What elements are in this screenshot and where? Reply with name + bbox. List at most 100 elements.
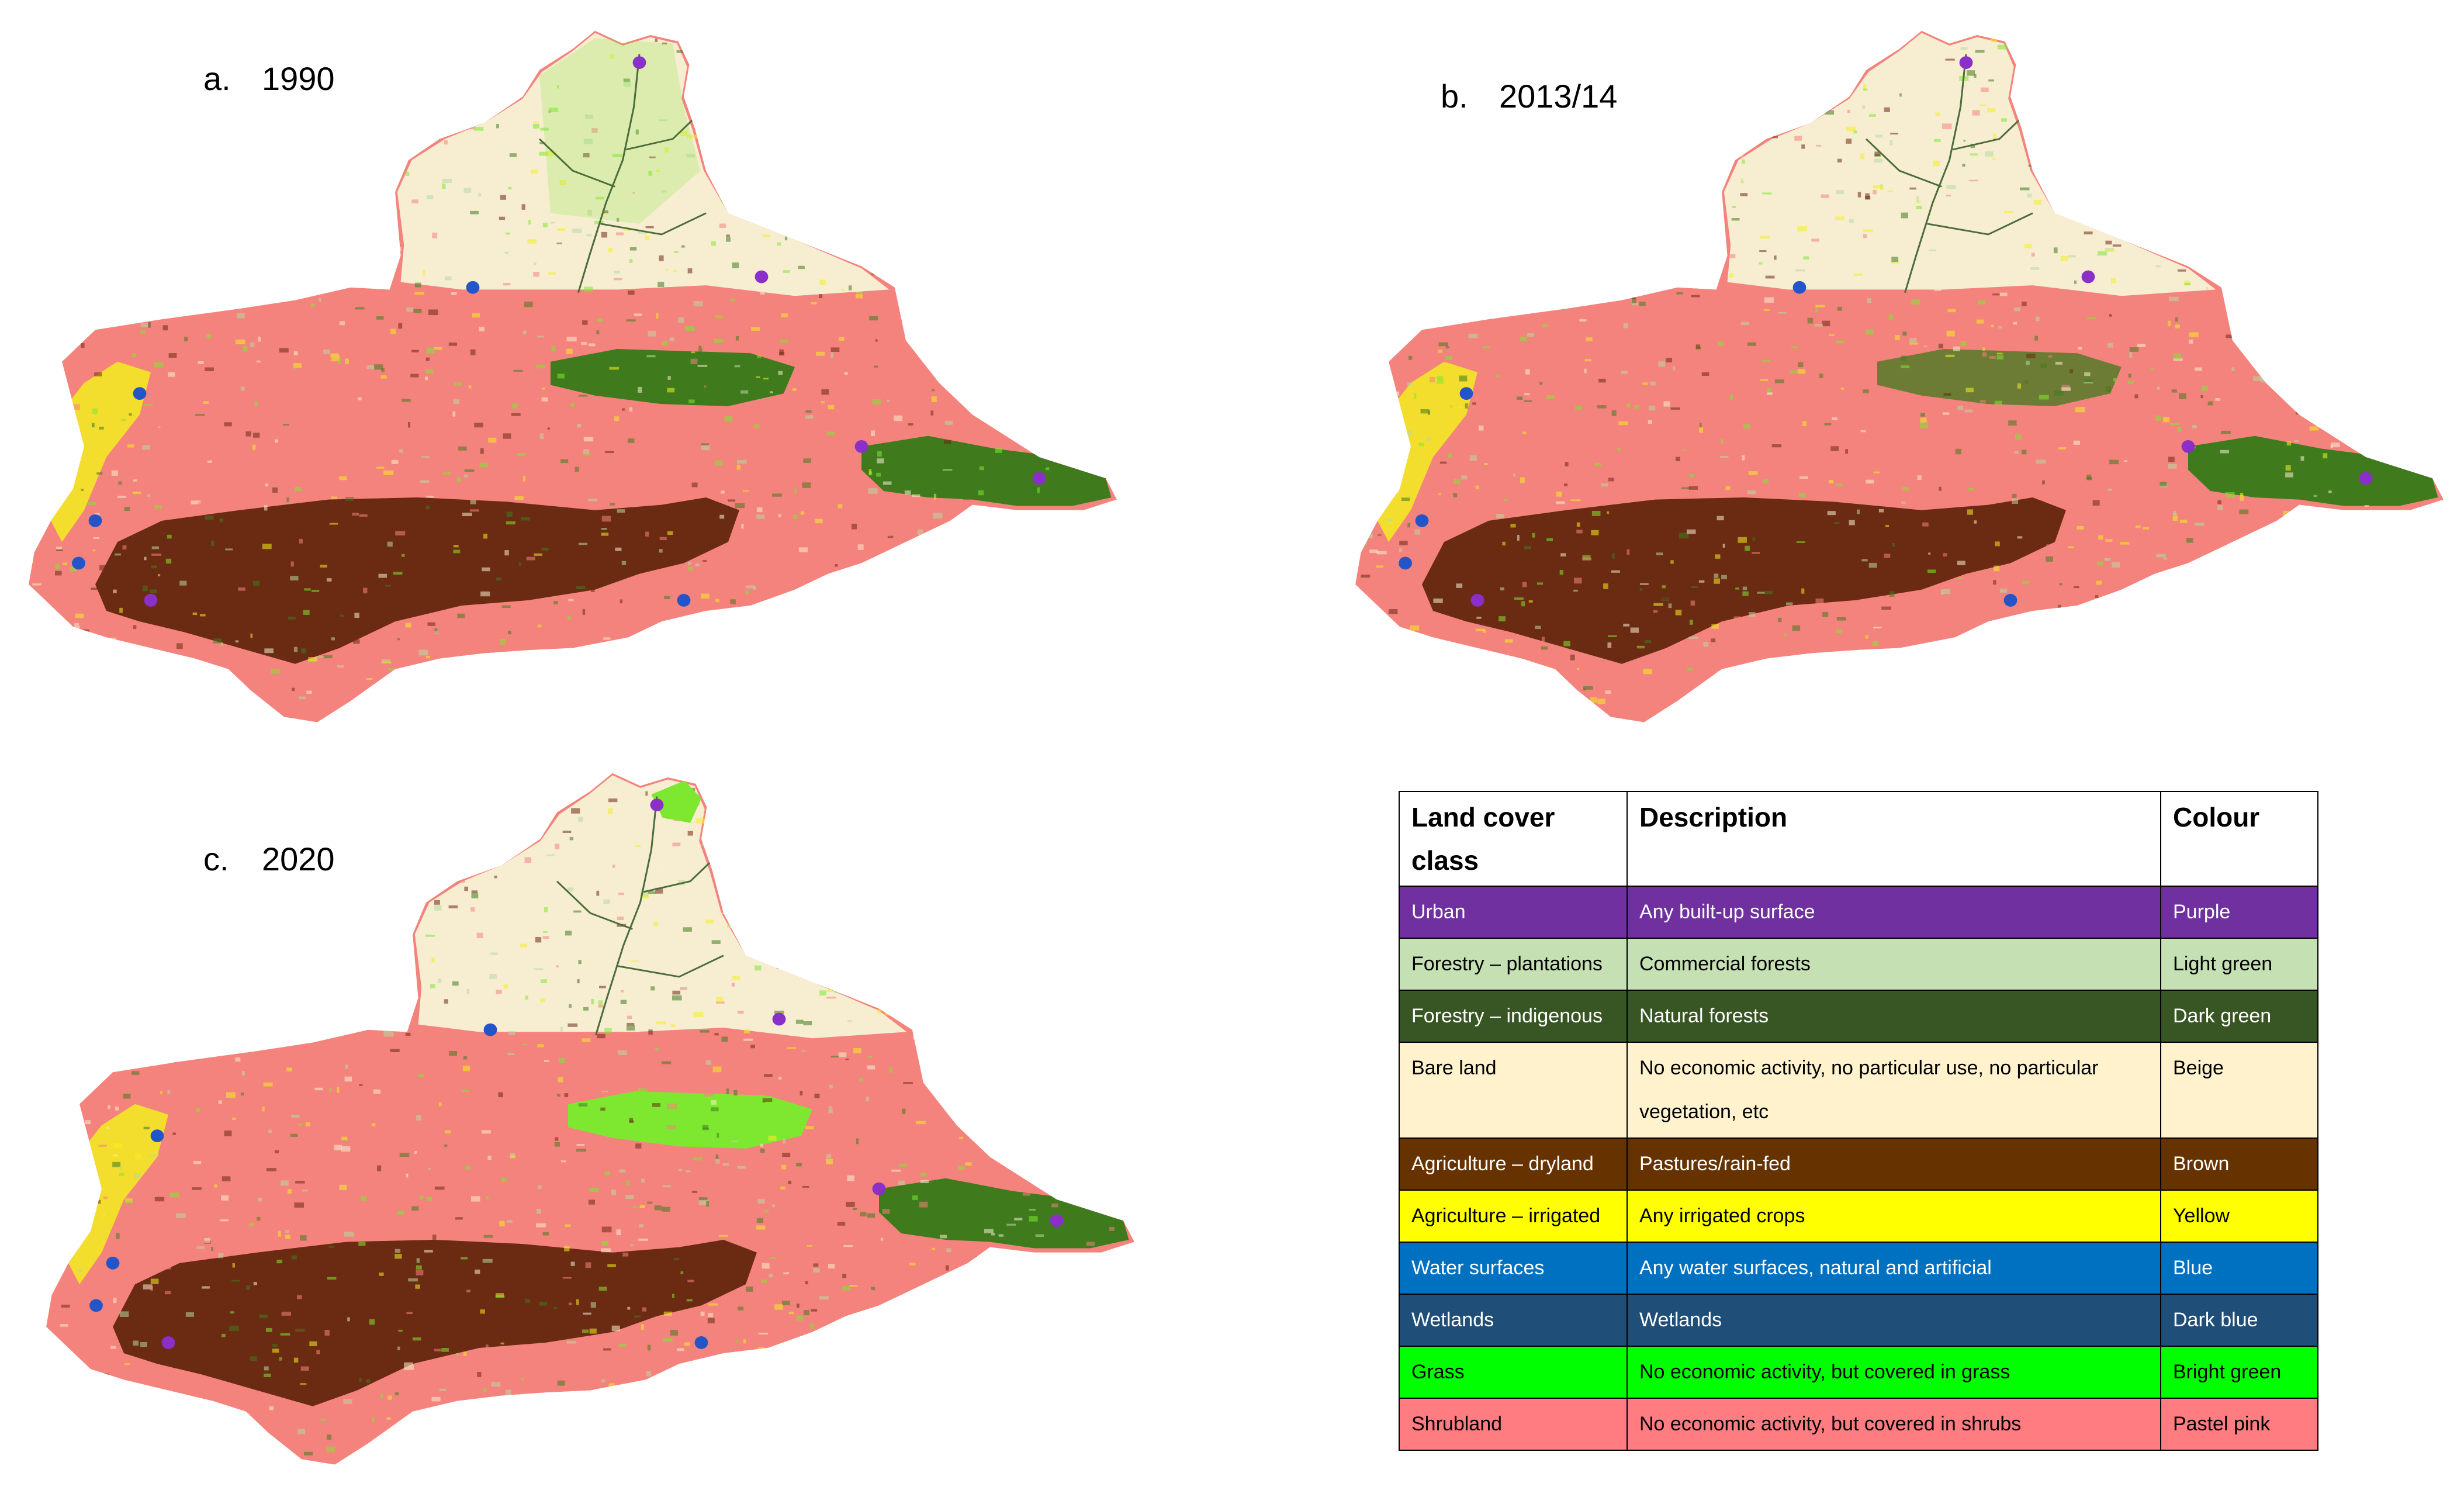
panel-year: 2013/14 — [1499, 78, 1618, 115]
legend-description-cell: Any water surfaces, natural and artifici… — [1626, 1242, 2161, 1295]
urban-area — [650, 798, 664, 811]
urban-area — [755, 270, 769, 283]
legend-class-cell: Bare land — [1399, 1042, 1628, 1139]
dryland-agriculture-area — [95, 497, 739, 664]
legend-header-row: Land cover class Description Colour — [1399, 791, 2318, 887]
water-body — [106, 1256, 120, 1270]
legend-class-cell: Agriculture – dryland — [1399, 1137, 1628, 1191]
legend-row: Agriculture – irrigated Any irrigated cro… — [1399, 1190, 2318, 1243]
water-body — [88, 514, 102, 527]
panel-letter: c. — [203, 841, 229, 877]
water-body — [1693, 694, 1707, 708]
water-body — [1792, 281, 1807, 294]
panel-letter: a. — [203, 60, 231, 97]
bare-land-area — [1724, 33, 2216, 296]
water-body — [89, 1299, 103, 1312]
panel-letter: b. — [1441, 78, 1468, 115]
legend-description-cell: No economic activity, no particular use,… — [1626, 1042, 2161, 1139]
indigenous-forest-area — [879, 1178, 1129, 1249]
urban-area — [772, 1012, 786, 1026]
legend-colour-cell: Pastel pink — [2160, 1398, 2318, 1451]
legend-colour-cell: Brown — [2160, 1137, 2318, 1191]
legend-description-cell: Natural forests — [1626, 990, 2161, 1043]
water-body — [1399, 556, 1412, 570]
legend-description-cell: Wetlands — [1626, 1294, 2161, 1347]
legend-class-cell: Shrubland — [1399, 1398, 1628, 1451]
legend-description-cell: Pastures/rain-fed — [1626, 1137, 2161, 1191]
land-cover-map-1990 — [29, 30, 1117, 722]
grass-patch — [651, 780, 701, 823]
water-body — [72, 556, 85, 570]
legend-description-cell: Commercial forests — [1626, 938, 2161, 991]
water-body — [483, 1023, 497, 1036]
water-body — [677, 594, 691, 607]
bare-land-area — [414, 775, 907, 1039]
central-vegetation-area — [551, 348, 795, 406]
legend-colour-cell: Blue — [2160, 1242, 2318, 1295]
water-body — [1459, 387, 1473, 400]
river-network — [538, 54, 707, 293]
urban-area — [2359, 472, 2373, 485]
urban-area — [144, 594, 158, 607]
urban-area — [872, 1182, 886, 1195]
legend-row: Urban Any built-up surface Purple — [1399, 886, 2318, 939]
river-network — [556, 796, 724, 1036]
legend-description-cell: No economic activity, but covered in shr… — [1626, 1398, 2161, 1451]
legend-row: Water surfaces Any water surfaces, natura… — [1399, 1242, 2318, 1295]
header-colour: Colour — [2160, 791, 2318, 887]
river-network — [1865, 54, 2033, 293]
legend-colour-cell: Bright green — [2160, 1346, 2318, 1399]
land-cover-map-2020 — [46, 773, 1134, 1465]
legend-row: Shrubland No economic activity, but cover… — [1399, 1398, 2318, 1451]
panel-label-a: a. 1990 — [203, 60, 335, 98]
legend-description-cell: Any built-up surface — [1626, 886, 2161, 939]
grass-tint — [539, 38, 701, 224]
central-vegetation-area — [568, 1091, 812, 1149]
water-body — [366, 694, 380, 708]
legend-row: Wetlands Wetlands Dark blue — [1399, 1294, 2318, 1347]
panel-year: 1990 — [262, 60, 335, 97]
urban-area — [1032, 472, 1046, 485]
water-body — [2003, 594, 2017, 607]
land-cover-map-2013 — [1355, 30, 2444, 722]
water-body — [1415, 514, 1429, 527]
panel-label-b: b. 2013/14 — [1441, 77, 1617, 115]
water-body — [133, 387, 147, 400]
water-body — [694, 1336, 708, 1349]
urban-area — [2081, 270, 2095, 283]
legend-class-cell: Wetlands — [1399, 1294, 1628, 1347]
legend-colour-cell: Dark blue — [2160, 1294, 2318, 1347]
indigenous-forest-area — [2188, 435, 2438, 506]
urban-area — [1470, 594, 1484, 607]
legend-row: Agriculture – dryland Pastures/rain-fed Br… — [1399, 1137, 2318, 1191]
legend-row: Bare land No economic activity, no partic… — [1399, 1042, 2318, 1139]
urban-area — [632, 56, 646, 69]
header-description: Description — [1626, 791, 2161, 887]
land-cover-legend-table: Land cover class Description Colour Urba… — [1399, 791, 2318, 1451]
urban-area — [2181, 440, 2195, 453]
legend-description-cell: Any irrigated crops — [1626, 1190, 2161, 1243]
legend-row: Forestry – indigenous Natural forests Dark… — [1399, 990, 2318, 1043]
legend-class-cell: Forestry – indigenous — [1399, 990, 1628, 1043]
legend-class-cell: Grass — [1399, 1346, 1628, 1399]
dryland-agriculture-area — [113, 1239, 757, 1406]
legend-row: Grass No economic activity, but covered i… — [1399, 1346, 2318, 1399]
legend-class-cell: Urban — [1399, 886, 1628, 939]
legend-row: Forestry – plantations Commercial forests… — [1399, 938, 2318, 991]
legend-class-cell: Agriculture – irrigated — [1399, 1190, 1628, 1243]
legend-colour-cell: Light green — [2160, 938, 2318, 991]
panel-label-c: c. 2020 — [203, 840, 335, 878]
urban-area — [854, 440, 868, 453]
legend-colour-cell: Purple — [2160, 886, 2318, 939]
water-body — [150, 1129, 164, 1143]
water-body — [466, 281, 480, 294]
urban-area — [1050, 1214, 1064, 1228]
legend-class-cell: Forestry – plantations — [1399, 938, 1628, 991]
legend-colour-cell: Beige — [2160, 1042, 2318, 1139]
panel-year: 2020 — [262, 841, 335, 877]
legend-colour-cell: Dark green — [2160, 990, 2318, 1043]
legend-class-cell: Water surfaces — [1399, 1242, 1628, 1295]
indigenous-forest-area — [861, 435, 1112, 506]
dryland-agriculture-area — [1422, 497, 2066, 664]
urban-area — [1959, 56, 1973, 69]
